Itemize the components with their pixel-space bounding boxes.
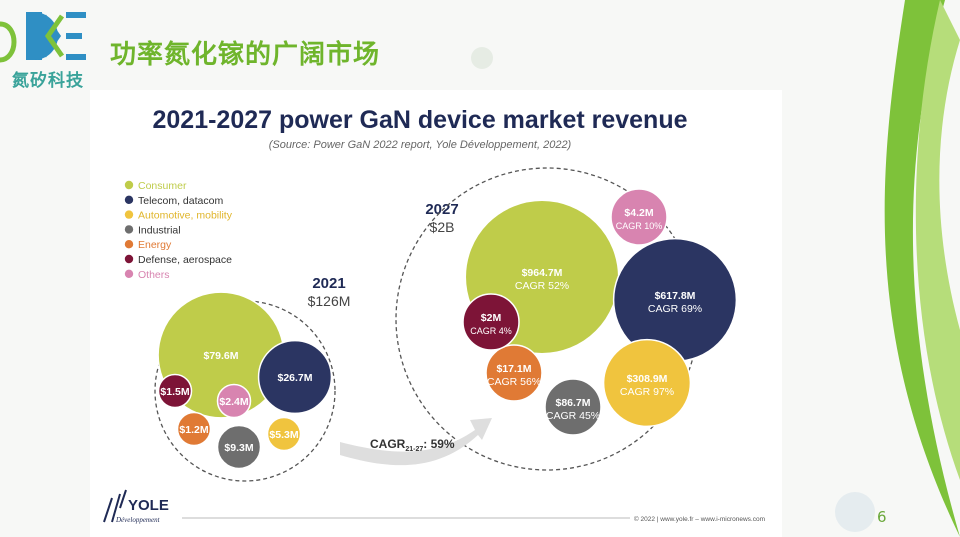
bubble-2027-industrial (544, 378, 602, 436)
legend-label-automotive-mobility: Automotive, mobility (138, 210, 233, 222)
legend-swatch-industrial (124, 225, 134, 234)
bubble-cagr-label: CAGR 97% (620, 386, 674, 398)
bubble-value-label: $17.1M (496, 363, 531, 375)
decor-circle (835, 492, 875, 532)
chart-legend: Consumer Telecom, datacom Automotive, mobi… (124, 180, 233, 281)
company-logo (0, 4, 110, 94)
bubble-2027-defense-aerospace (462, 293, 520, 351)
bubble-value-label: $26.7M (277, 372, 312, 384)
bubble-chart: 2021-2027 power GaN device market revenu… (103, 106, 765, 524)
bubbles-2021: $79.6M $26.7M $5.3M $9.3M $1.2M $1.5M $2.4M (157, 291, 333, 470)
legend-label-consumer: Consumer (138, 180, 187, 192)
legend-swatch-defense-aerospace (124, 254, 134, 264)
footer-brand: YOLE (128, 497, 169, 514)
legend-label-telecom-datacom: Telecom, datacom (138, 195, 223, 207)
bubble-2021-industrial (216, 424, 262, 470)
chart-slide: 2021-2027 power GaN device market revenu… (90, 90, 782, 537)
legend-swatch-telecom-datacom (124, 195, 134, 204)
bubble-value-label: $2M (481, 312, 502, 324)
bubble-2027-energy (485, 344, 543, 402)
legend-label-industrial: Industrial (138, 224, 181, 236)
bubble-cagr-label: CAGR 45% (546, 410, 600, 422)
logo-mark-icon (0, 12, 86, 63)
bubble-2021-automotive-mobility (266, 416, 302, 452)
bubble-value-label: $4.2M (624, 207, 653, 219)
legend-label-others: Others (138, 269, 170, 281)
bubble-value-label: $5.3M (269, 429, 298, 441)
legend-swatch-automotive-mobility (124, 210, 134, 219)
green-swoosh-light (915, 0, 960, 480)
bubble-cagr-label: CAGR 56% (487, 376, 541, 388)
bubble-value-label: $617.8M (655, 290, 696, 302)
chart-subtitle: (Source: Power GaN 2022 report, Yole Dév… (269, 139, 572, 151)
bubble-2021-telecom-datacom (257, 339, 333, 415)
logo-text: 氮矽科技 (12, 71, 84, 91)
bubble-2021-energy (176, 411, 212, 447)
yole-logo-icon (103, 489, 127, 523)
year-2027-total: $2B (430, 219, 455, 235)
footer-credit: © 2022 | www.yole.fr – www.i-micronews.c… (634, 515, 765, 523)
legend-label-energy: Energy (138, 239, 172, 251)
page-title: 功率氮化镓的广阔市场 (110, 40, 381, 70)
legend-swatch-consumer (124, 180, 134, 190)
growth-arrow (340, 418, 492, 466)
bubble-cagr-label: CAGR 52% (515, 280, 569, 292)
bubble-value-label: $308.9M (627, 373, 668, 385)
footer-brand-sub: Développement (115, 516, 161, 524)
bubble-2027-others (610, 188, 668, 246)
legend-swatch-others (124, 269, 134, 278)
cagr-arrow-label: CAGR21-27: 59% (370, 437, 455, 453)
bubble-value-label: $2.4M (219, 396, 248, 408)
bubble-2027-automotive-mobility (602, 338, 692, 428)
bubble-value-label: $1.2M (179, 424, 208, 436)
legend-swatch-energy (124, 240, 134, 249)
year-2021-total: $126M (308, 293, 351, 309)
bubble-cagr-label: CAGR 69% (648, 303, 702, 315)
decor-circle (471, 47, 493, 69)
page-number: 6 (877, 508, 887, 526)
bubble-value-label: $9.3M (224, 442, 253, 454)
year-2021-label: 2021 (312, 275, 345, 292)
bubble-value-label: $79.6M (203, 350, 238, 362)
bubble-value-label: $964.7M (522, 267, 563, 279)
green-swoosh (884, 0, 960, 537)
legend-label-defense-aerospace: Defense, aerospace (138, 254, 232, 266)
bubble-cagr-label: CAGR 4% (470, 326, 512, 336)
bubble-cagr-label: CAGR 10% (616, 221, 663, 231)
bubble-2021-defense-aerospace (157, 373, 193, 409)
year-2027-label: 2027 (425, 201, 458, 218)
bubble-2021-others (216, 383, 252, 419)
bubble-value-label: $86.7M (555, 397, 590, 409)
chart-title: 2021-2027 power GaN device market revenu… (152, 106, 687, 134)
bubble-value-label: $1.5M (160, 386, 189, 398)
